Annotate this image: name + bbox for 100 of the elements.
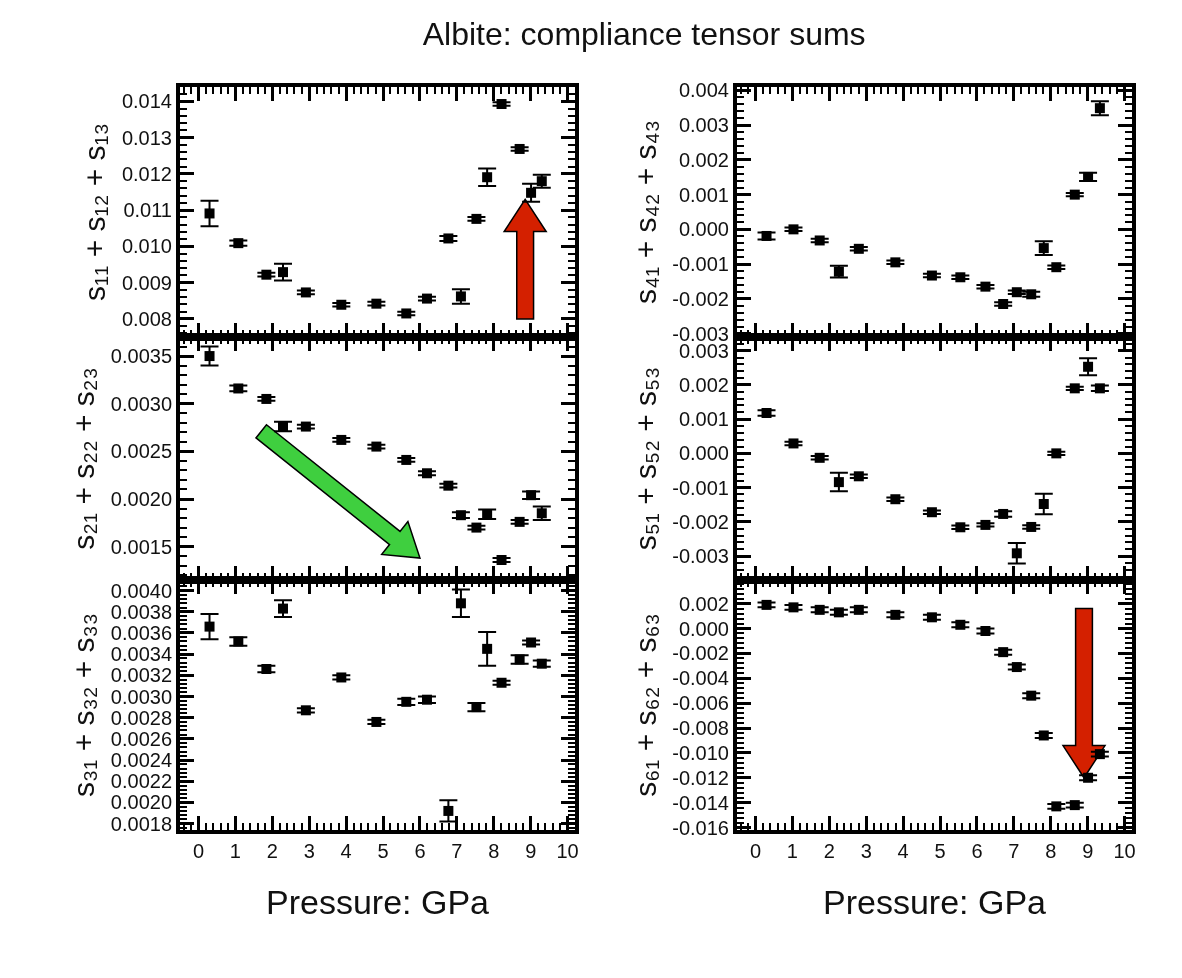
point [514,654,525,665]
point [443,805,454,816]
point [204,208,215,219]
y-tick-label: 0.003 [678,114,729,137]
point [926,507,937,518]
point [233,383,244,394]
y-tick-label: 0.0036 [110,621,172,644]
point [980,626,991,636]
point [421,468,432,479]
y-tick-label: 0.011 [123,199,172,222]
y-tick-label: 0.010 [121,235,172,258]
y-tick-label: -0.006 [672,692,729,715]
point [482,643,493,654]
y-tick-label: 0.000 [678,442,729,465]
point [443,480,454,491]
point [814,235,825,246]
y-tick-label: 0.004 [678,79,729,102]
point [401,308,412,319]
point [371,298,382,309]
point [1011,662,1022,673]
y-tick-label: 0.0026 [110,727,172,750]
point [980,281,991,292]
point [890,609,901,620]
point [278,421,288,432]
point [261,269,272,280]
y-tick-label: 0.000 [678,218,729,241]
y-tick-label: 0.0035 [110,345,172,368]
x-tick-label: 2 [823,840,835,862]
x-tick-label: 10 [556,840,579,862]
point [261,393,272,404]
y-tick-label: -0.010 [672,741,729,764]
point [536,658,547,669]
point [233,636,244,647]
y-tick-label: 0.009 [121,271,172,294]
y-tick-label: -0.003 [672,545,729,568]
x-tick-label: 3 [860,840,872,862]
point [371,716,382,727]
x-tick-label: 9 [1082,840,1094,862]
y-tick-label: 0.0020 [110,488,172,510]
point [421,293,432,304]
point [1026,521,1037,532]
point [788,438,799,449]
x-tick-label: 6 [414,840,426,862]
text: Albite: compliance tensor sums [422,16,866,53]
y-tick-label: 0.0040 [110,579,172,602]
x-tick-label: 7 [451,840,463,862]
y-axis-title: s₂₁ + s₂₂ + s₂₃ [67,367,101,550]
point [788,224,799,235]
point [814,452,825,463]
point [980,519,991,530]
y-tick-label: -0.004 [672,667,729,690]
y-tick-label: -0.003 [672,322,729,345]
point [514,143,525,154]
point [853,243,864,254]
point [761,599,772,610]
y-tick-label: 0.0030 [110,685,172,708]
y-tick-label: 0.013 [121,126,172,149]
point [443,233,454,244]
point [401,454,412,465]
point [371,441,382,452]
x-tick-label: 0 [192,840,205,862]
point [926,612,937,623]
y-tick-label: -0.001 [672,476,729,499]
y-tick-label: -0.012 [672,766,729,789]
point [955,272,966,283]
y-tick-label: 0.0025 [110,440,172,463]
point [204,621,215,632]
x-tick-label: 2 [266,840,278,862]
x-tick-label: 8 [488,840,500,862]
y-tick-label: -0.016 [672,816,729,839]
point [1026,289,1037,300]
y-tick-label: 0.008 [121,307,172,330]
point [1051,801,1062,812]
y-tick-label: 0.002 [678,592,729,615]
point [496,554,507,565]
y-tick-label: 0.0018 [110,812,172,835]
y-tick-label: 0.001 [678,408,729,431]
point [1051,262,1062,273]
y-tick-label: 0.0020 [110,791,172,814]
x-tick-label: 6 [971,840,983,862]
point [761,230,772,241]
y-tick-label: 0.0032 [110,664,172,687]
y-tick-label: 0.014 [121,90,172,113]
y-tick-label: -0.008 [672,717,729,740]
point [998,508,1009,519]
y-tick-label: -0.002 [672,287,729,310]
point [1051,448,1062,459]
point [853,604,864,615]
point [890,257,901,268]
x-tick-label: 7 [1008,840,1020,862]
point [1011,287,1022,298]
y-axis-title: s₆₁ + s₆₂ + s₆₃ [628,613,662,797]
point [421,694,432,705]
y-tick-label: 0.0028 [110,706,172,729]
point [955,619,966,630]
y-tick-label: 0.000 [678,617,729,640]
point [853,471,864,482]
point [890,494,901,505]
point [336,299,347,310]
point [1026,690,1037,701]
